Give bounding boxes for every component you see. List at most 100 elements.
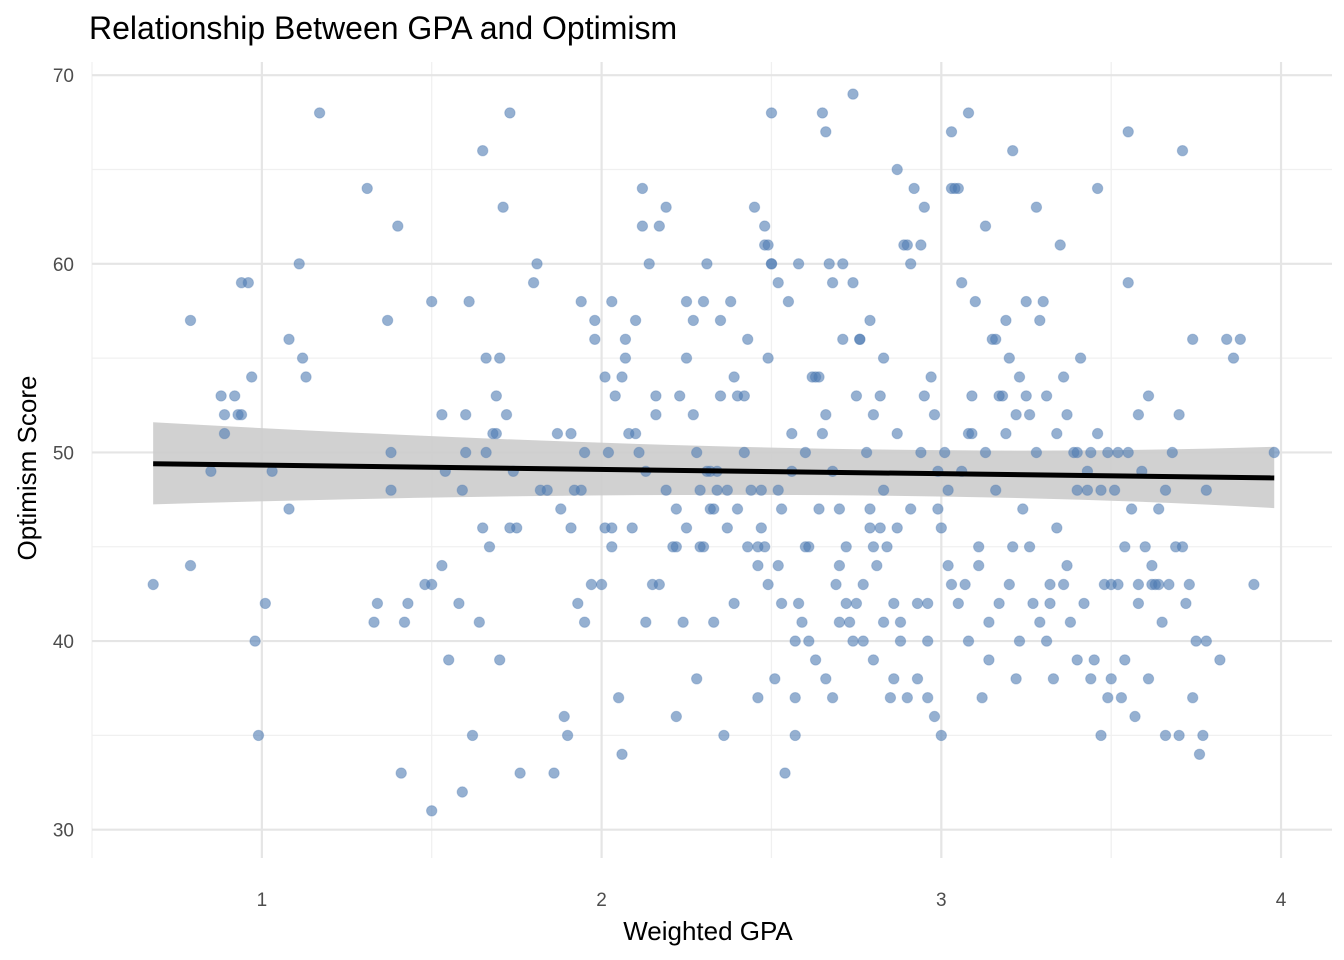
data-point [891,427,903,440]
data-point [1081,484,1094,496]
data-point [1139,541,1151,553]
data-point [922,597,934,610]
data-point [1180,597,1192,610]
data-point [606,522,618,534]
data-point [184,559,197,572]
data-point [296,352,309,364]
data-point [701,258,713,270]
data-point [728,371,740,383]
data-point [1132,409,1145,421]
data-point [1187,333,1199,345]
data-point [1054,239,1066,251]
data-point [816,107,829,119]
data-point [816,427,829,440]
data-point [670,541,682,553]
data-point [680,522,693,534]
data-point [789,729,801,742]
data-point [497,201,509,213]
data-point [504,107,516,119]
data-point [1085,673,1097,685]
data-point [708,616,720,628]
data-point [888,673,900,685]
data-point [966,390,978,402]
data-point [1010,409,1022,421]
data-point [894,616,907,628]
y-tick-label: 50 [53,443,74,464]
data-point [775,597,788,610]
data-point [901,692,913,704]
data-point [1119,654,1131,666]
data-point [490,427,502,440]
data-point [1112,446,1124,459]
data-point [881,541,893,553]
data-point [725,295,737,308]
data-point [752,692,764,704]
x-tick-label: 4 [1276,890,1287,911]
data-point [796,616,808,628]
data-point [1112,578,1124,591]
data-point [653,220,665,232]
data-point [1163,578,1175,591]
data-point [752,559,764,572]
data-point [473,616,485,628]
data-point [443,654,455,666]
data-point [1183,578,1196,591]
data-point [480,446,492,459]
data-point [293,258,305,270]
data-point [561,729,574,742]
data-point [609,390,621,402]
data-point [762,352,774,364]
data-point [1078,597,1090,610]
data-point [1115,692,1128,704]
data-point [1044,597,1056,610]
data-point [871,559,883,572]
data-point [752,541,764,553]
data-point [687,314,699,327]
data-point [1221,333,1233,345]
data-point [650,409,662,421]
data-point [837,258,849,270]
data-point [1105,673,1117,685]
data-point [874,390,886,402]
data-point [1248,578,1260,591]
data-point [983,616,995,628]
data-point [952,182,964,195]
data-point [742,333,754,345]
data-point [677,616,689,628]
data-point [235,409,248,421]
data-point [1000,314,1012,327]
data-point [1108,484,1121,496]
data-point [762,239,774,251]
data-point [527,277,540,289]
data-point [283,503,295,515]
data-point [361,182,373,195]
data-point [850,390,863,402]
data-point [1057,371,1070,383]
data-point [952,597,964,610]
data-point [928,710,941,723]
data-point [789,635,801,647]
data-point [619,333,632,345]
data-point [894,635,907,647]
data-point [572,597,584,610]
data-point [990,484,1002,496]
data-point [962,635,975,647]
data-point [578,446,591,459]
data-point [718,729,730,742]
data-point [1017,503,1029,515]
data-point [514,767,526,779]
data-point [558,710,570,723]
data-point [891,163,903,176]
data-point [969,295,981,308]
data-point [674,390,686,402]
data-point [1159,484,1172,496]
data-point [565,522,577,534]
data-point [1214,654,1226,666]
data-point [877,484,890,496]
data-point [215,390,227,402]
data-point [466,729,479,742]
data-point [1200,635,1213,647]
data-point [480,352,492,364]
data-point [1061,559,1073,572]
data-point [877,616,890,628]
